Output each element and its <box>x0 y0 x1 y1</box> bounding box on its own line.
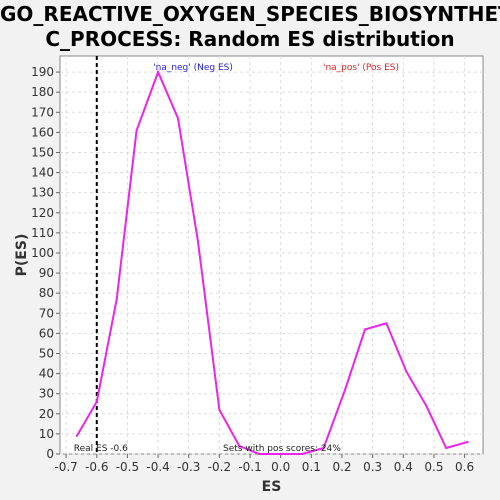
data-point <box>95 400 98 403</box>
y-tick-label: 110 <box>31 226 54 240</box>
y-tick-label: 30 <box>39 387 54 401</box>
x-axis-label: ES <box>262 479 282 495</box>
real-es-label: Real ES -0.6 <box>74 444 128 454</box>
es-distribution-line <box>76 69 468 455</box>
data-point <box>135 129 138 132</box>
legend-neg: 'na_neg' (Neg ES) <box>153 63 233 73</box>
data-point <box>279 453 282 455</box>
x-tick-label: 0.0 <box>271 460 290 474</box>
x-tick-label: 0.6 <box>455 460 474 474</box>
y-tick-label: 10 <box>39 427 54 441</box>
data-point <box>405 370 408 373</box>
x-tick-label: 0.2 <box>332 460 351 474</box>
y-tick-label: 190 <box>31 65 54 79</box>
y-tick-label: 150 <box>31 145 54 159</box>
y-tick-label: 70 <box>39 306 54 320</box>
data-point <box>344 388 347 391</box>
x-tick-label: -0.1 <box>238 460 261 474</box>
y-axis-ticks: 0 10 20 30 40 50 60 70 80 90 100 110 120 130 140 150 160… <box>31 65 60 461</box>
data-point <box>177 117 180 120</box>
x-tick-label: -0.4 <box>146 460 169 474</box>
x-tick-label: -0.2 <box>208 460 231 474</box>
data-point <box>218 408 221 411</box>
data-points <box>75 71 469 455</box>
y-tick-label: 50 <box>39 346 54 360</box>
y-tick-label: 180 <box>31 85 54 99</box>
chart-title: GO_REACTIVE_OXYGEN_SPECIES_BIOSYNTHETI C… <box>0 0 500 52</box>
data-point <box>363 328 366 331</box>
y-tick-label: 40 <box>39 367 54 381</box>
chart-title-line-2: C_PROCESS: Random ES distribution <box>45 27 455 51</box>
plot-area <box>59 55 484 455</box>
y-tick-label: 100 <box>31 246 54 260</box>
data-point <box>322 446 325 449</box>
y-tick-label: 0 <box>46 447 54 461</box>
x-tick-label: -0.7 <box>54 460 77 474</box>
data-point <box>445 446 448 449</box>
y-tick-label: 160 <box>31 125 54 139</box>
y-tick-label: 20 <box>39 407 54 421</box>
data-point <box>301 453 304 455</box>
x-tick-label: -0.5 <box>116 460 139 474</box>
data-point <box>385 322 388 325</box>
y-tick-label: 140 <box>31 166 54 180</box>
data-point <box>157 71 160 74</box>
x-tick-label: -0.6 <box>85 460 108 474</box>
y-tick-label: 90 <box>39 266 54 280</box>
chart-title-line-1: GO_REACTIVE_OXYGEN_SPECIES_BIOSYNTHETI <box>0 2 500 26</box>
data-point <box>75 434 78 437</box>
grid-lines <box>60 56 483 455</box>
data-point <box>196 239 199 242</box>
y-tick-label: 60 <box>39 326 54 340</box>
data-point <box>238 444 241 447</box>
data-point <box>425 404 428 407</box>
pos-scores-label: Sets with pos scores: 24% <box>223 444 341 454</box>
x-tick-label: 0.1 <box>302 460 321 474</box>
x-tick-label: 0.5 <box>424 460 443 474</box>
x-tick-label: -0.3 <box>177 460 200 474</box>
legend-pos: 'na_pos' (Pos ES) <box>323 63 399 73</box>
y-tick-label: 130 <box>31 186 54 200</box>
data-point <box>466 440 469 443</box>
x-tick-label: 0.4 <box>394 460 413 474</box>
y-axis-label: P(ES) <box>14 234 30 277</box>
y-tick-label: 170 <box>31 105 54 119</box>
x-axis-ticks: -0.7 -0.6 -0.5 -0.4 -0.3 -0.2 -0.1 0.0 0.1 0.2 0.3… <box>54 454 474 474</box>
x-tick-label: 0.3 <box>363 460 382 474</box>
y-tick-label: 120 <box>31 206 54 220</box>
data-point <box>115 298 118 301</box>
data-point <box>258 453 261 455</box>
y-tick-label: 80 <box>39 286 54 300</box>
